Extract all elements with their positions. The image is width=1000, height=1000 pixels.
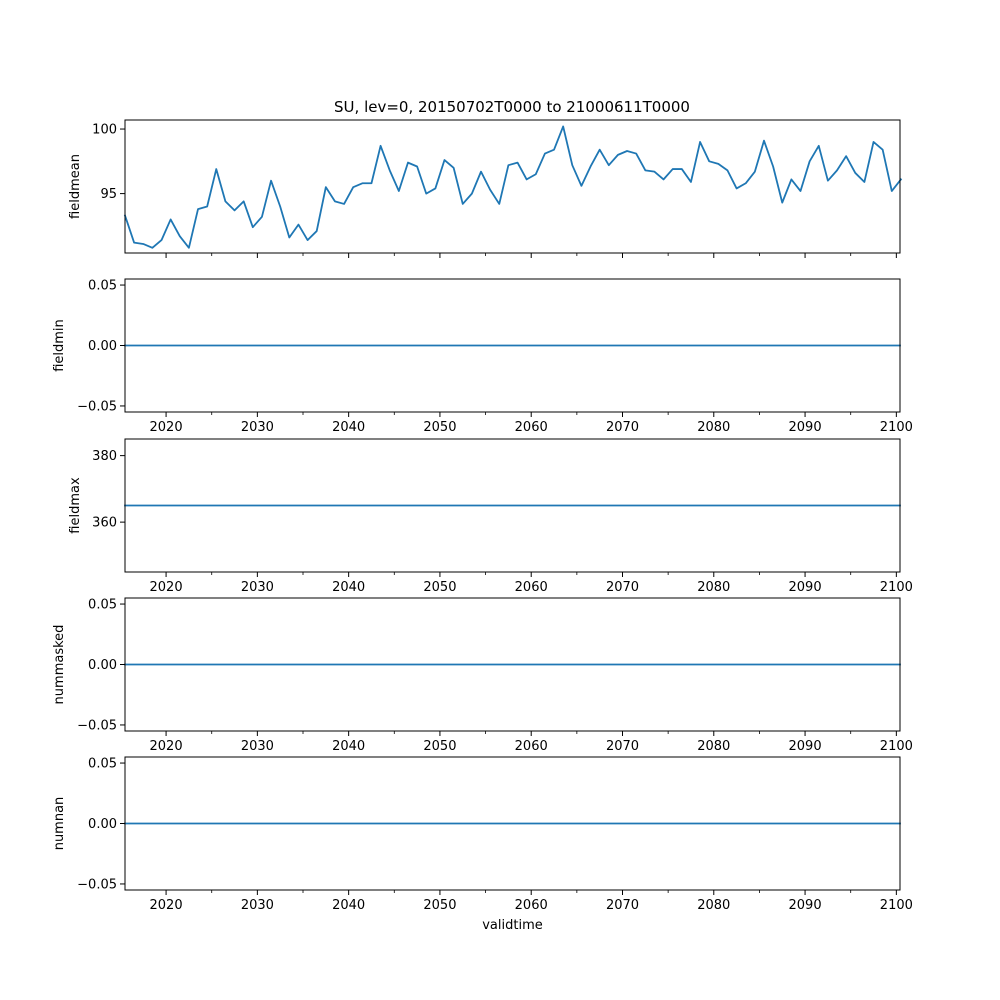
x-tick-label-fieldmax-2050: 2050 bbox=[423, 580, 456, 595]
y-tick-label-fieldmean-1: 100 bbox=[92, 123, 117, 138]
x-tick-label-nummasked-2080: 2080 bbox=[697, 739, 730, 754]
x-tick-label-fieldmin-2090: 2090 bbox=[789, 420, 822, 435]
x-tick-label-fieldmin-2100: 2100 bbox=[880, 420, 913, 435]
x-tick-label-fieldmax-2040: 2040 bbox=[332, 580, 365, 595]
x-tick-label-numnan-2070: 2070 bbox=[606, 898, 639, 913]
y-tick-label-numnan-1: 0.00 bbox=[88, 817, 117, 832]
figure-title: SU, lev=0, 20150702T0000 to 21000611T000… bbox=[334, 98, 690, 116]
x-axis-label: validtime bbox=[482, 918, 543, 933]
x-tick-label-numnan-2050: 2050 bbox=[423, 898, 456, 913]
x-tick-label-nummasked-2100: 2100 bbox=[880, 739, 913, 754]
y-tick-label-fieldmax-1: 380 bbox=[92, 449, 117, 464]
x-tick-label-fieldmin-2080: 2080 bbox=[697, 420, 730, 435]
x-tick-label-nummasked-2090: 2090 bbox=[789, 739, 822, 754]
x-tick-label-fieldmin-2030: 2030 bbox=[241, 420, 274, 435]
y-axis-label-fieldmean: fieldmean bbox=[68, 154, 83, 219]
x-tick-label-fieldmin-2050: 2050 bbox=[423, 420, 456, 435]
x-tick-label-fieldmax-2020: 2020 bbox=[150, 580, 183, 595]
axes-frame-fieldmax bbox=[124, 438, 901, 573]
x-tick-label-nummasked-2020: 2020 bbox=[150, 739, 183, 754]
y-tick-label-numnan-2: 0.05 bbox=[88, 757, 117, 772]
series-line-fieldmean bbox=[123, 125, 903, 249]
axes-frame-fieldmean bbox=[124, 119, 901, 254]
x-tick-label-fieldmax-2070: 2070 bbox=[606, 580, 639, 595]
y-tick-label-nummasked-0: −0.05 bbox=[77, 718, 117, 733]
x-tick-label-fieldmax-2060: 2060 bbox=[515, 580, 548, 595]
x-tick-label-fieldmin-2060: 2060 bbox=[515, 420, 548, 435]
x-tick-label-fieldmax-2080: 2080 bbox=[697, 580, 730, 595]
subplot-numnan: 2020 2030 2040 2050 2060 2070 2080 2090 2100 −0.0… bbox=[52, 756, 913, 933]
x-tick-label-nummasked-2030: 2030 bbox=[241, 739, 274, 754]
x-tick-label-nummasked-2050: 2050 bbox=[423, 739, 456, 754]
x-tick-label-fieldmin-2070: 2070 bbox=[606, 420, 639, 435]
y-axis-label-fieldmax: fieldmax bbox=[68, 477, 83, 534]
x-tick-label-numnan-2090: 2090 bbox=[789, 898, 822, 913]
y-tick-label-fieldmin-1: 0.00 bbox=[88, 339, 117, 354]
y-tick-label-fieldmax-0: 360 bbox=[92, 516, 117, 531]
x-tick-label-numnan-2020: 2020 bbox=[150, 898, 183, 913]
x-tick-label-numnan-2030: 2030 bbox=[241, 898, 274, 913]
y-axis-label-fieldmin: fieldmin bbox=[52, 319, 67, 372]
x-tick-label-nummasked-2070: 2070 bbox=[606, 739, 639, 754]
x-tick-label-numnan-2060: 2060 bbox=[515, 898, 548, 913]
x-tick-label-numnan-2040: 2040 bbox=[332, 898, 365, 913]
y-axis-label-numnan: numnan bbox=[52, 797, 67, 851]
y-tick-label-fieldmin-2: 0.05 bbox=[88, 279, 117, 294]
subplot-nummasked: 2020 2030 2040 2050 2060 2070 2080 2090 2100 −0.0… bbox=[52, 597, 913, 754]
y-tick-label-nummasked-2: 0.05 bbox=[88, 598, 117, 613]
x-tick-label-fieldmin-2020: 2020 bbox=[150, 420, 183, 435]
x-tick-label-numnan-2100: 2100 bbox=[880, 898, 913, 913]
x-tick-label-fieldmax-2030: 2030 bbox=[241, 580, 274, 595]
x-tick-label-nummasked-2040: 2040 bbox=[332, 739, 365, 754]
subplot-fieldmax: 2020 2030 2040 2050 2060 2070 2080 2090 2100 360 3… bbox=[68, 438, 913, 595]
x-tick-label-numnan-2080: 2080 bbox=[697, 898, 730, 913]
x-tick-label-fieldmin-2040: 2040 bbox=[332, 420, 365, 435]
subplot-fieldmin: 2020 2030 2040 2050 2060 2070 2080 2090 2100 −0.0… bbox=[52, 278, 913, 435]
x-tick-label-nummasked-2060: 2060 bbox=[515, 739, 548, 754]
y-tick-label-fieldmin-0: −0.05 bbox=[77, 399, 117, 414]
y-tick-label-fieldmean-0: 95 bbox=[100, 187, 117, 202]
y-tick-label-numnan-0: −0.05 bbox=[77, 877, 117, 892]
y-tick-label-nummasked-1: 0.00 bbox=[88, 658, 117, 673]
x-tick-label-fieldmax-2090: 2090 bbox=[789, 580, 822, 595]
subplot-fieldmean: 95 100 fieldmean bbox=[68, 119, 903, 258]
x-tick-label-fieldmax-2100: 2100 bbox=[880, 580, 913, 595]
y-axis-label-nummasked: nummasked bbox=[52, 625, 67, 705]
